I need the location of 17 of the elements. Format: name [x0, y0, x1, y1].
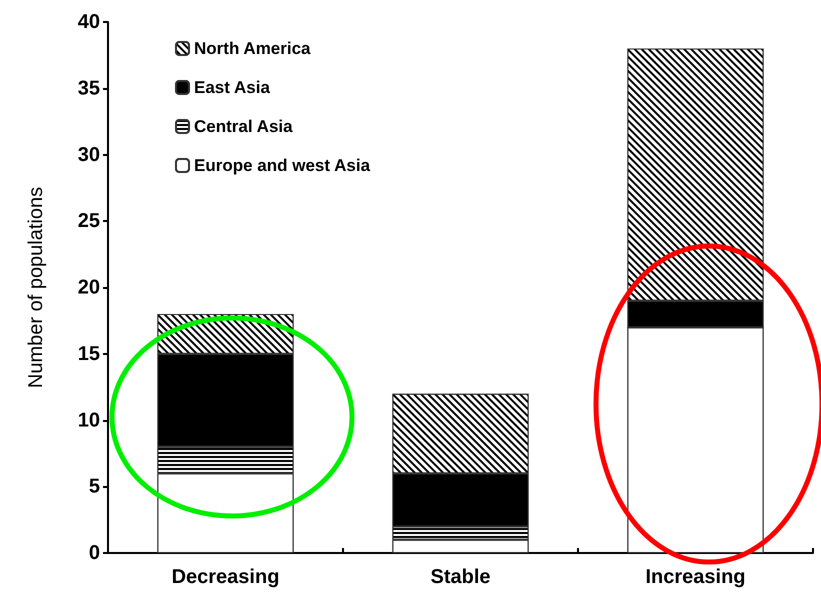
legend-label: Central Asia [194, 117, 294, 136]
y-tick-label: 40 [78, 11, 100, 33]
y-tick-label: 0 [88, 542, 100, 564]
legend-label: North America [194, 39, 312, 58]
y-axis-title: Number of populations [25, 186, 47, 388]
y-tick-label: 20 [78, 276, 100, 298]
y-tick-label: 25 [78, 210, 100, 232]
y-tick-label: 10 [78, 409, 100, 432]
x-tick-label: Increasing [645, 566, 746, 588]
y-tick-label: 5 [88, 476, 100, 498]
legend-label: East Asia [194, 78, 270, 97]
y-tick-label: 35 [78, 77, 100, 100]
x-tick-label: Stable [430, 566, 491, 588]
legend-label: Europe and west Asia [194, 156, 371, 175]
x-tick-label: Decreasing [172, 566, 280, 588]
y-tick-label: 30 [78, 144, 100, 166]
y-tick-label: 15 [78, 342, 100, 365]
